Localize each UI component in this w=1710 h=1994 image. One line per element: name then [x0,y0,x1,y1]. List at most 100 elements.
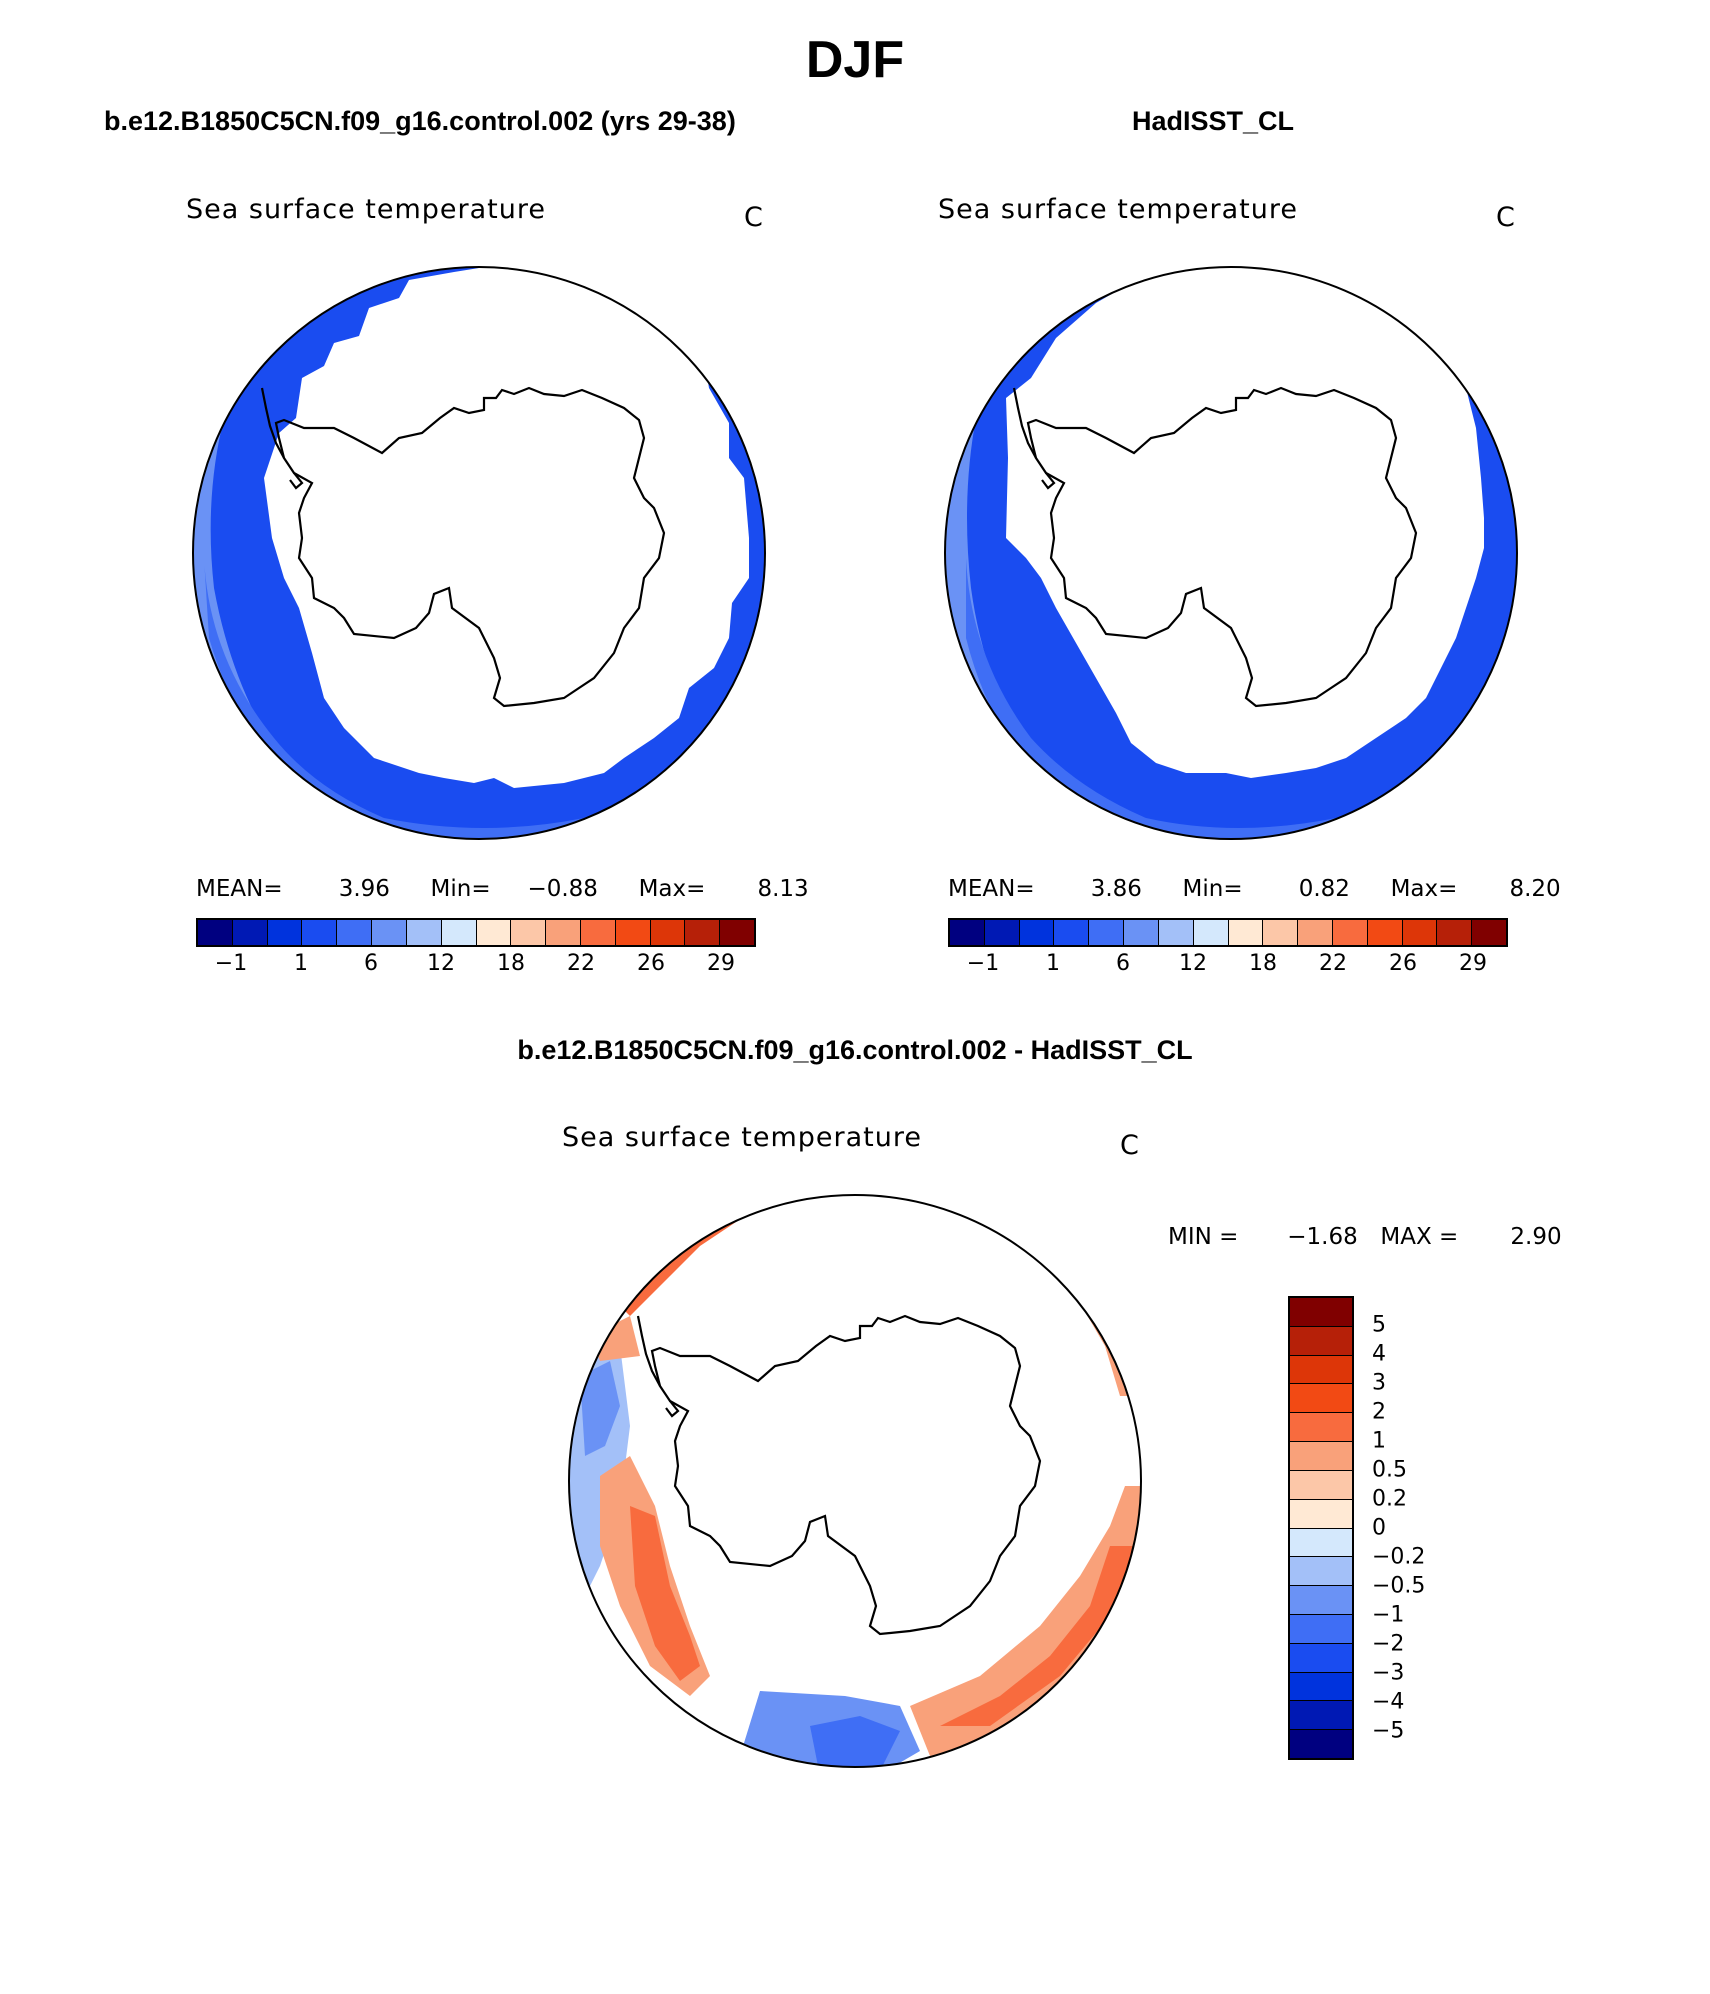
colorbar-level-label: −5 [1372,1718,1405,1744]
diff-negative-south-core [810,1716,900,1767]
obs-max-label: Max= [1390,876,1458,902]
case-sst-map [192,266,766,840]
colorbar-level-label: −2 [1372,1631,1405,1657]
diff-positive-west-core [630,1506,700,1681]
case-min-value: −0.88 [527,876,598,902]
colorbar-tick-label: −1 [214,951,248,976]
diff-positive-southeast-core [940,1546,1135,1726]
colorbar-tick-label: 18 [1249,951,1277,976]
colorbar-level-label: 4 [1372,1341,1386,1367]
colorbar-level-label: 0 [1372,1515,1386,1541]
colorbar-tick-label: 12 [427,951,455,976]
colorbar-swatch [1290,1499,1352,1529]
colorbar-swatch [1437,920,1473,945]
colorbar-tick-label: 6 [364,951,378,976]
diff-colorbar-swatches [1288,1296,1354,1760]
colorbar-swatch [546,920,581,945]
diff-variable-name: Sea surface temperature [562,1122,922,1153]
diff-min-value: −1.68 [1287,1224,1358,1250]
colorbar-level-label: −0.5 [1372,1573,1426,1599]
colorbar-swatch [1290,1413,1352,1443]
diff-units: C [1120,1130,1139,1161]
colorbar-swatch [720,920,754,945]
obs-colorbar-ticks: −1 1 6 12 18 22 26 29 [948,947,1508,976]
case-map-border [192,266,766,840]
colorbar-level-label: −4 [1372,1689,1405,1715]
case-colorbar-ticks: −1 1 6 12 18 22 26 29 [196,947,756,976]
colorbar-swatch [1290,1614,1352,1644]
case-title: b.e12.B1850C5CN.f09_g16.control.002 (yrs… [104,106,736,136]
case-min-label: Min= [430,876,491,902]
obs-max-value: 8.20 [1509,876,1561,902]
colorbar-swatch [1290,1557,1352,1587]
antarctica-coastline [274,386,666,708]
case-mean-value: 3.96 [338,876,390,902]
colorbar-swatch [1290,1730,1352,1758]
obs-mean-value: 3.86 [1090,876,1142,902]
obs-min-label: Min= [1182,876,1243,902]
colorbar-swatch [198,920,233,945]
antarctic-peninsula [1012,387,1056,490]
colorbar-swatch [1290,1528,1352,1558]
colorbar-swatch [1228,920,1264,945]
colorbar-swatch [1298,920,1333,945]
antarctica-coastline [650,1314,1042,1636]
colorbar-level-label: −0.2 [1372,1544,1426,1570]
case-variable-name: Sea surface temperature [186,194,546,225]
colorbar-swatch [1019,920,1055,945]
colorbar-swatch [337,920,373,945]
diff-max-label: MAX = [1380,1224,1459,1250]
diff-min-label: MIN = [1168,1224,1239,1250]
colorbar-swatch [1290,1643,1352,1673]
colorbar-swatch [302,920,338,945]
obs-min-value: 0.82 [1298,876,1350,902]
colorbar-swatch [476,920,512,945]
colorbar-level-label: 3 [1372,1370,1386,1396]
colorbar-swatch [1472,920,1506,945]
colorbar-swatch [1124,920,1159,945]
diff-sst-map [568,1194,1142,1768]
colorbar-tick-label: 22 [1319,951,1347,976]
colorbar-swatch [1054,920,1090,945]
antarctic-peninsula [260,387,304,490]
obs-colorbar: −1 1 6 12 18 22 26 29 [948,918,1508,976]
colorbar-swatch [1263,920,1299,945]
colorbar-level-label: 2 [1372,1399,1386,1425]
colorbar-tick-label: 22 [567,951,595,976]
sea-ice-edge [264,267,749,788]
case-colorbar: −1 1 6 12 18 22 26 29 [196,918,756,976]
colorbar-swatch [1290,1355,1352,1385]
antarctica-coastline [1026,386,1418,708]
colorbar-swatch [1290,1326,1352,1356]
diff-colorbar-labels: 5 4 3 2 1 0.5 0.2 0 −0.2 −0.5 −1 −2 −3 −4 −5 [1372,1296,1472,1760]
diff-negative-west-core [580,1361,620,1456]
colorbar-level-label: −1 [1372,1602,1405,1628]
colorbar-swatch [1402,920,1438,945]
diff-title: b.e12.B1850C5CN.f09_g16.control.002 - Ha… [517,1035,1193,1065]
obs-variable-name: Sea surface temperature [938,194,1298,225]
obs-stats: MEAN= 3.86 Min= 0.82 Max= 8.20 [948,876,1561,902]
diff-max-value: 2.90 [1510,1224,1562,1250]
antarctic-peninsula [636,1315,680,1418]
colorbar-swatch [950,920,985,945]
diff-positive-north [610,1195,810,1316]
colorbar-swatch [615,920,651,945]
colorbar-swatch [1158,920,1194,945]
diff-stats: MIN = −1.68 MAX = 2.90 [1168,1224,1562,1250]
colorbar-level-label: 1 [1372,1428,1386,1454]
colorbar-tick-label: 26 [637,951,665,976]
diff-positive-southeast [910,1486,1141,1756]
diff-map-border [568,1194,1142,1768]
colorbar-swatch [580,920,616,945]
colorbar-level-label: 0.5 [1372,1457,1407,1483]
colorbar-level-label: 0.2 [1372,1486,1407,1512]
case-max-value: 8.13 [757,876,809,902]
case-units: C [744,202,763,233]
case-stats: MEAN= 3.96 Min= −0.88 Max= 8.13 [196,876,809,902]
colorbar-swatch [1290,1442,1352,1471]
case-mean-label: MEAN= [196,876,283,902]
colorbar-swatch [1193,920,1229,945]
colorbar-tick-label: 1 [294,951,308,976]
colorbar-swatch [1290,1384,1352,1414]
colorbar-tick-label: 18 [497,951,525,976]
